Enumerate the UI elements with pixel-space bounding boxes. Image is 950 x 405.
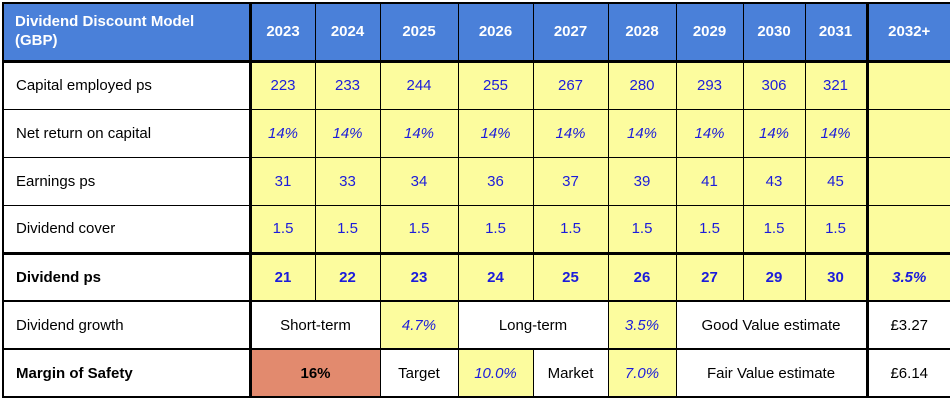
value-cell: 31	[248, 156, 316, 206]
value-cell: 244	[379, 60, 459, 110]
market-label-cell: Market	[532, 348, 609, 398]
value-cell: 280	[607, 60, 677, 110]
value-cell: 41	[675, 156, 744, 206]
good-value-label-cell: Good Value estimate	[675, 300, 868, 350]
value-cell: 23	[379, 251, 459, 302]
value-cell: 14%	[804, 108, 868, 158]
value-cell: 1.5	[314, 204, 381, 254]
value-cell: 29	[742, 251, 806, 302]
value-cell: 43	[742, 156, 806, 206]
short-term-rate-cell: 4.7%	[379, 300, 459, 350]
row-dividend-ps: Dividend ps 21 22 23 24 25 26 27 29 30 3…	[2, 251, 950, 302]
value-cell: 233	[314, 60, 381, 110]
value-cell: 45	[804, 156, 868, 206]
value-cell: 14%	[457, 108, 534, 158]
value-cell: 1.5	[248, 204, 316, 254]
row-label: Dividend growth	[2, 300, 251, 350]
value-cell: 27	[675, 251, 744, 302]
fair-value-amount-cell: £6.14	[865, 348, 950, 398]
value-cell: 267	[532, 60, 609, 110]
value-cell: 1.5	[675, 204, 744, 254]
table-title: Dividend Discount Model (GBP)	[2, 2, 251, 63]
value-cell: 321	[804, 60, 868, 110]
terminal-cell	[865, 108, 950, 158]
value-cell: 293	[675, 60, 744, 110]
row-label: Margin of Safety	[2, 348, 251, 398]
good-value-amount-cell: £3.27	[865, 300, 950, 350]
value-cell: 1.5	[532, 204, 609, 254]
value-cell: 14%	[314, 108, 381, 158]
value-cell: 14%	[607, 108, 677, 158]
row-dividend-growth: Dividend growth Short-term 4.7% Long-ter…	[2, 300, 950, 350]
row-earnings: Earnings ps 31 33 34 36 37 39 41 43 45	[2, 156, 950, 206]
value-cell: 255	[457, 60, 534, 110]
terminal-cell	[865, 204, 950, 254]
value-cell: 34	[379, 156, 459, 206]
year-header-2030: 2030	[742, 2, 806, 63]
value-cell: 22	[314, 251, 381, 302]
row-label: Capital employed ps	[2, 60, 251, 110]
fair-value-label-cell: Fair Value estimate	[675, 348, 868, 398]
row-label: Net return on capital	[2, 108, 251, 158]
target-rate-cell: 10.0%	[457, 348, 534, 398]
value-cell: 36	[457, 156, 534, 206]
value-cell: 306	[742, 60, 806, 110]
year-header-2029: 2029	[675, 2, 744, 63]
value-cell: 25	[532, 251, 609, 302]
terminal-cell	[865, 156, 950, 206]
value-cell: 14%	[742, 108, 806, 158]
year-header-2027: 2027	[532, 2, 609, 63]
terminal-cell	[865, 60, 950, 110]
year-header-2025: 2025	[379, 2, 459, 63]
value-cell: 14%	[379, 108, 459, 158]
value-cell: 1.5	[379, 204, 459, 254]
value-cell: 14%	[248, 108, 316, 158]
long-term-label-cell: Long-term	[457, 300, 609, 350]
value-cell: 1.5	[742, 204, 806, 254]
value-cell: 1.5	[607, 204, 677, 254]
value-cell: 39	[607, 156, 677, 206]
year-header-terminal: 2032+	[865, 2, 950, 63]
margin-of-safety-value-cell: 16%	[248, 348, 381, 398]
target-label-cell: Target	[379, 348, 459, 398]
row-label: Dividend cover	[2, 204, 251, 254]
row-label: Dividend ps	[2, 251, 251, 302]
short-term-label-cell: Short-term	[248, 300, 381, 350]
value-cell: 33	[314, 156, 381, 206]
value-cell: 21	[248, 251, 316, 302]
row-capital-employed: Capital employed ps 223 233 244 255 267 …	[2, 60, 950, 110]
year-header-2028: 2028	[607, 2, 677, 63]
dividend-discount-model-table: Dividend Discount Model (GBP) 2023 2024 …	[2, 2, 950, 398]
row-margin-of-safety: Margin of Safety 16% Target 10.0% Market…	[2, 348, 950, 398]
value-cell: 14%	[532, 108, 609, 158]
value-cell: 14%	[675, 108, 744, 158]
year-header-2026: 2026	[457, 2, 534, 63]
value-cell: 1.5	[804, 204, 868, 254]
row-label: Earnings ps	[2, 156, 251, 206]
header-row: Dividend Discount Model (GBP) 2023 2024 …	[2, 2, 950, 63]
long-term-rate-cell: 3.5%	[607, 300, 677, 350]
terminal-growth-cell: 3.5%	[865, 251, 950, 302]
row-net-return: Net return on capital 14% 14% 14% 14% 14…	[2, 108, 950, 158]
value-cell: 26	[607, 251, 677, 302]
value-cell: 30	[804, 251, 868, 302]
year-header-2024: 2024	[314, 2, 381, 63]
row-dividend-cover: Dividend cover 1.5 1.5 1.5 1.5 1.5 1.5 1…	[2, 204, 950, 254]
value-cell: 1.5	[457, 204, 534, 254]
value-cell: 37	[532, 156, 609, 206]
value-cell: 24	[457, 251, 534, 302]
year-header-2031: 2031	[804, 2, 868, 63]
year-header-2023: 2023	[248, 2, 316, 63]
market-rate-cell: 7.0%	[607, 348, 677, 398]
value-cell: 223	[248, 60, 316, 110]
